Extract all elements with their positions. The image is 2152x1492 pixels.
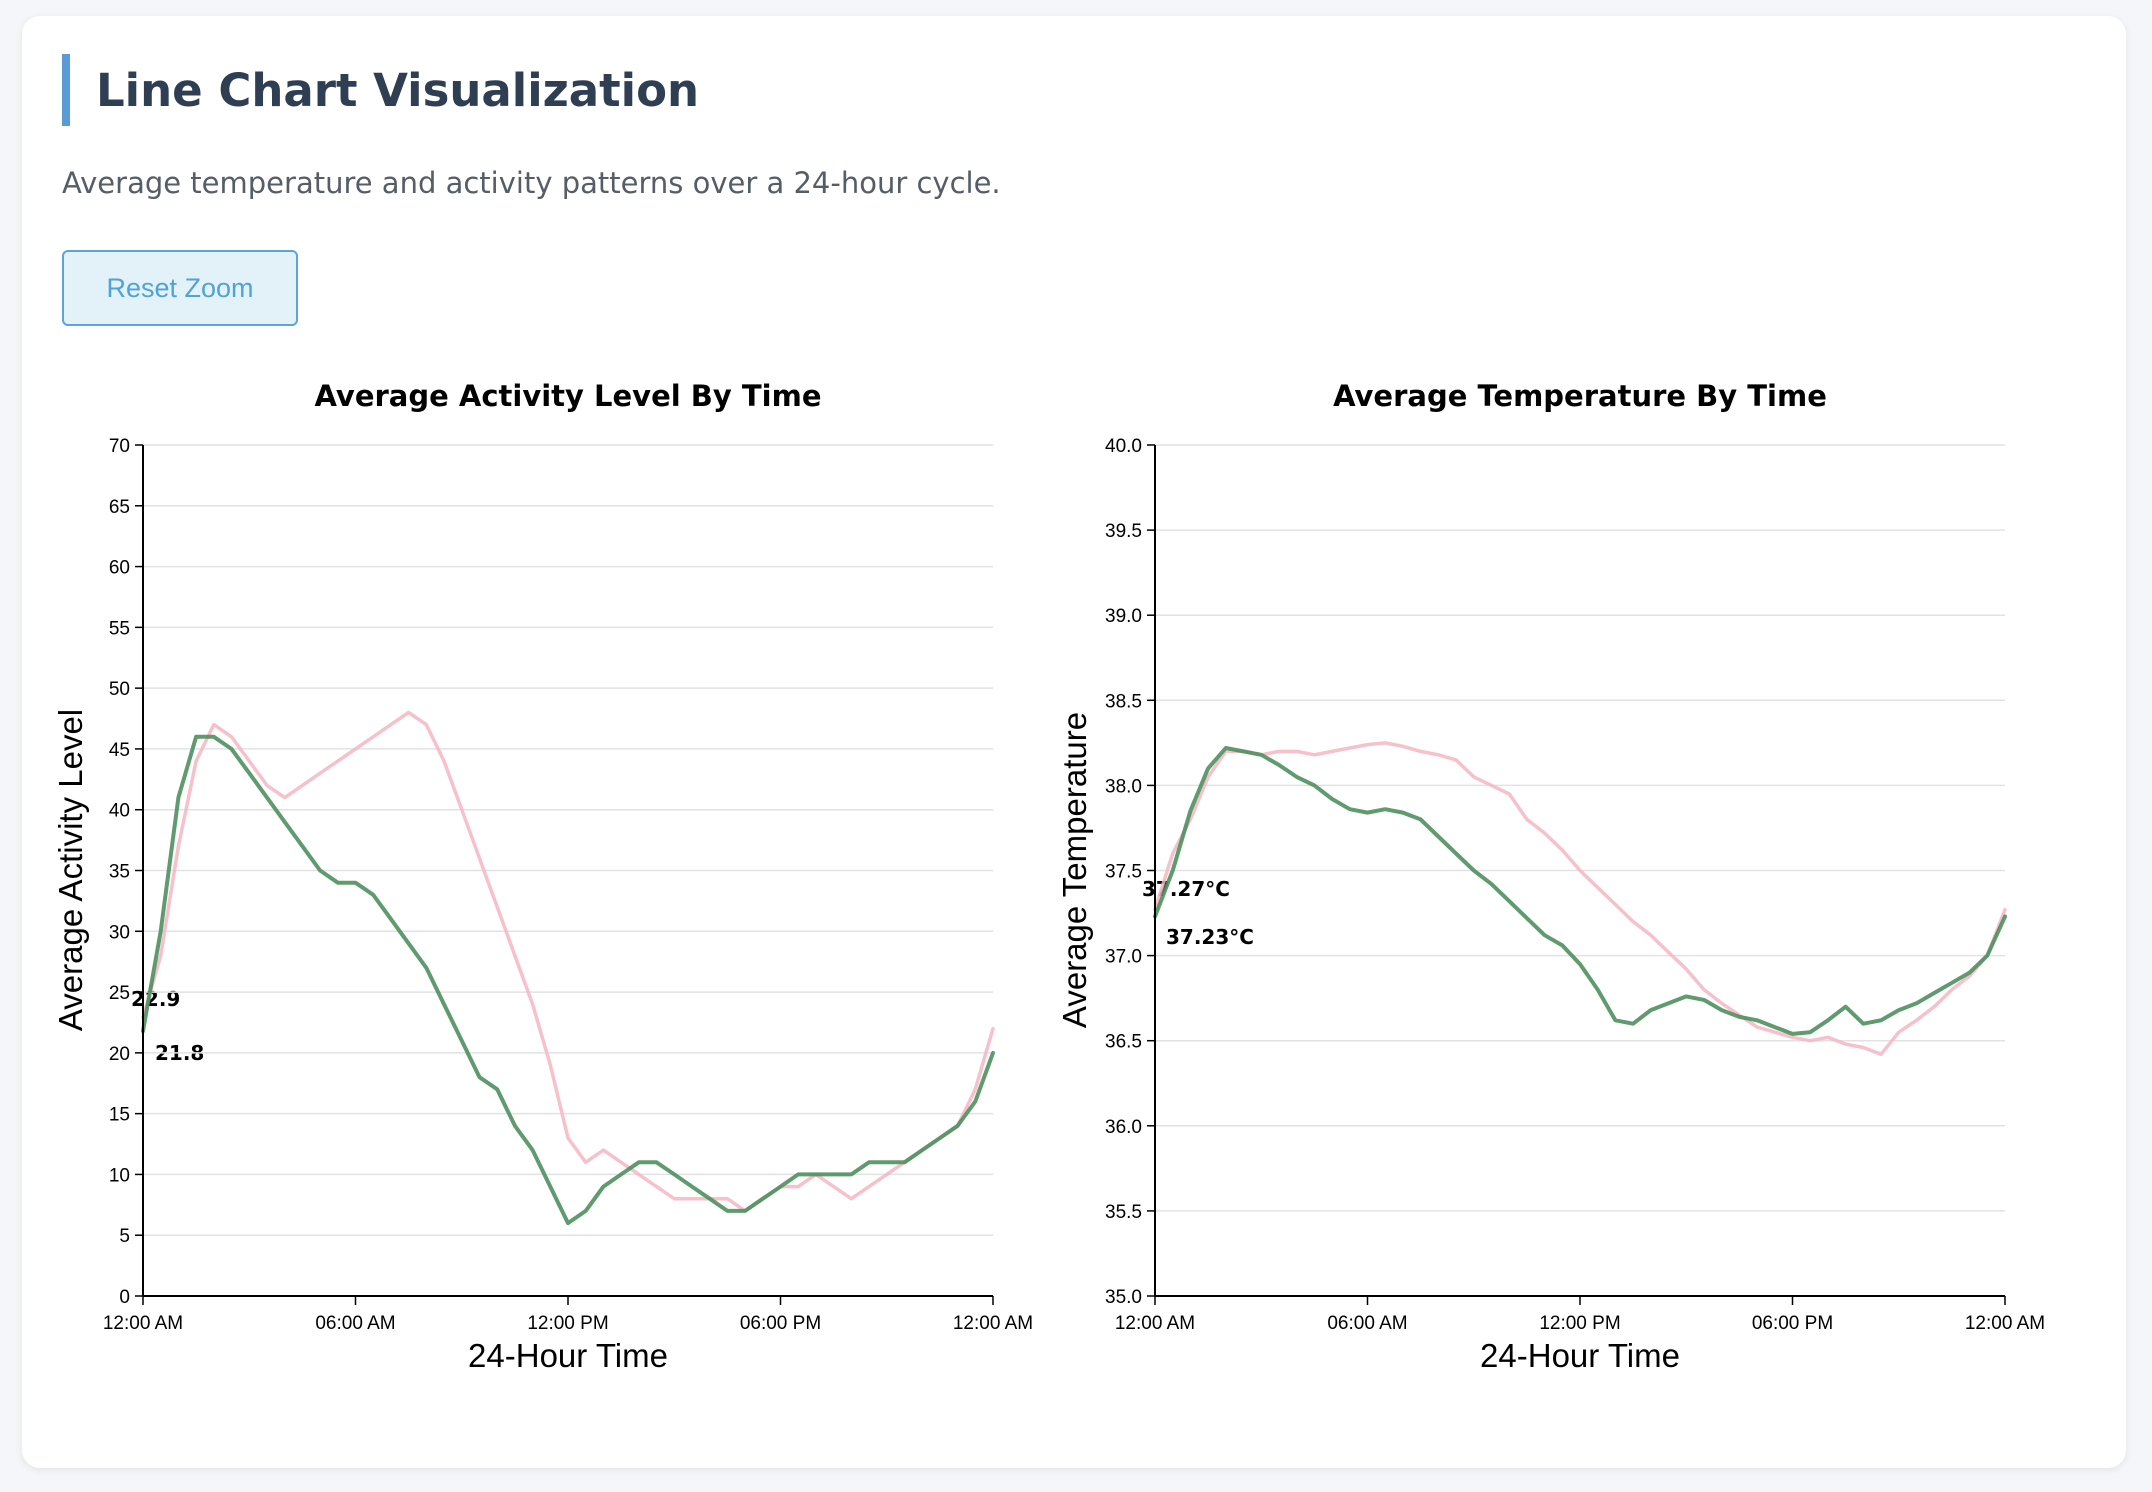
- activity-x-tick-label: 06:00 AM: [315, 1313, 395, 1334]
- temperature-x-tick-label: 06:00 PM: [1752, 1313, 1833, 1334]
- chart-card: Line Chart Visualization Average tempera…: [22, 16, 2126, 1468]
- temperature-y-tick-label: 36.0: [1105, 1117, 1142, 1138]
- temperature-chart[interactable]: Average Temperature By Time 24-Hour Time…: [1056, 379, 2045, 1374]
- temperature-y-axis-label: Average Temperature: [1056, 712, 1093, 1028]
- temperature-y-tick-label: 39.5: [1105, 521, 1142, 542]
- activity-y-tick-label: 0: [119, 1287, 130, 1308]
- temperature-x-tick-label: 12:00 PM: [1539, 1313, 1620, 1334]
- temperature-chart-title: Average Temperature By Time: [1333, 379, 1827, 413]
- temperature-y-tick-label: 40.0: [1105, 436, 1142, 457]
- activity-y-tick-label: 60: [109, 558, 130, 579]
- reset-zoom-button[interactable]: Reset Zoom: [62, 250, 298, 326]
- title-accent-bar: Line Chart Visualization: [62, 54, 699, 126]
- temperature-y-tick-label: 35.5: [1105, 1202, 1142, 1223]
- activity-y-tick-label: 50: [109, 679, 130, 700]
- activity-y-tick-label: 40: [109, 801, 130, 822]
- temperature-y-tick-label: 38.0: [1105, 776, 1142, 797]
- activity-x-tick-label: 06:00 PM: [740, 1313, 821, 1334]
- activity-chart[interactable]: Average Activity Level By Time 24-Hour T…: [52, 379, 1033, 1374]
- activity-y-tick-label: 10: [109, 1165, 130, 1186]
- activity-chart-title: Average Activity Level By Time: [315, 379, 822, 413]
- activity-series-line-green: [141, 734, 995, 1226]
- temperature-series-line-green: [1153, 746, 2007, 1036]
- activity-y-tick-label: 25: [109, 983, 130, 1004]
- temperature-x-tick-label: 12:00 AM: [1965, 1313, 2045, 1334]
- activity-y-tick-label: 20: [109, 1044, 130, 1065]
- temperature-y-tick-label: 37.0: [1105, 947, 1142, 968]
- activity-x-tick-label: 12:00 AM: [103, 1313, 183, 1334]
- activity-annotation-pink: 22.9: [131, 987, 180, 1011]
- temperature-x-tick-label: 12:00 AM: [1115, 1313, 1195, 1334]
- activity-x-tick-label: 12:00 AM: [953, 1313, 1033, 1334]
- temperature-y-tick-label: 35.0: [1105, 1287, 1142, 1308]
- activity-y-axis-label: Average Activity Level: [52, 709, 89, 1031]
- activity-y-tick-label: 55: [109, 618, 130, 639]
- temperature-y-tick-label: 37.5: [1105, 862, 1142, 883]
- activity-y-tick-label: 15: [109, 1105, 130, 1126]
- activity-x-tick-label: 12:00 PM: [527, 1313, 608, 1334]
- page-title: Line Chart Visualization: [96, 63, 700, 117]
- activity-y-tick-label: 70: [109, 436, 130, 457]
- temperature-y-tick-label: 38.5: [1105, 691, 1142, 712]
- temperature-y-tick-label: 36.5: [1105, 1032, 1142, 1053]
- activity-x-axis-label: 24-Hour Time: [468, 1337, 668, 1374]
- activity-y-tick-label: 30: [109, 922, 130, 943]
- activity-y-tick-label: 65: [109, 497, 130, 518]
- temperature-annotation-green: 37.23°C: [1166, 925, 1254, 949]
- page-subtitle: Average temperature and activity pattern…: [62, 166, 1001, 200]
- activity-y-tick-label: 35: [109, 862, 130, 883]
- activity-series-line-pink: [141, 710, 995, 1213]
- temperature-x-axis-label: 24-Hour Time: [1480, 1337, 1680, 1374]
- temperature-annotation-pink: 37.27°C: [1142, 877, 1230, 901]
- temperature-y-tick-label: 39.0: [1105, 606, 1142, 627]
- temperature-x-tick-label: 06:00 AM: [1327, 1313, 1407, 1334]
- activity-y-tick-label: 45: [109, 740, 130, 761]
- temperature-series-line-pink: [1153, 741, 2007, 1057]
- activity-y-tick-label: 5: [119, 1226, 130, 1247]
